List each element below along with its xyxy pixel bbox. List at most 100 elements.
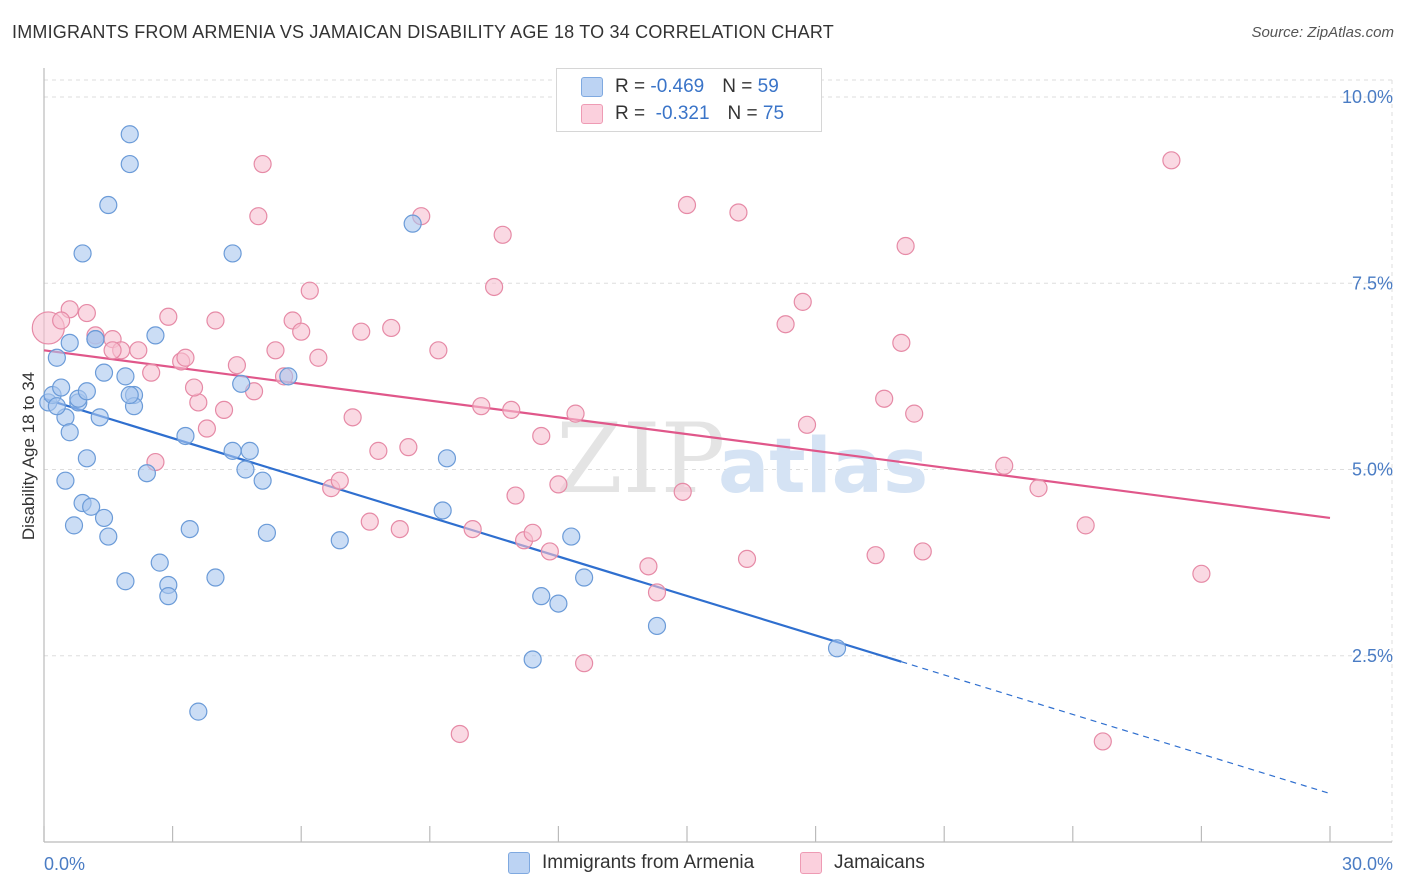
point-armenia [73, 244, 92, 263]
legend-item-jamaicans[interactable]: Jamaicans [800, 852, 925, 874]
watermark-atlas: atlas [718, 421, 928, 510]
point-armenia [60, 333, 79, 352]
point-armenia [64, 516, 84, 535]
point-armenia [180, 519, 199, 539]
r-label: R = [615, 76, 651, 97]
point-armenia [120, 385, 139, 405]
chart-title: IMMIGRANTS FROM ARMENIA VS JAMAICAN DISA… [12, 22, 834, 42]
point-armenia [137, 464, 156, 483]
point-jamaicans [184, 378, 204, 397]
point-jamaicans [142, 363, 161, 382]
point-jamaicans [197, 419, 216, 438]
point-armenia [146, 326, 165, 345]
point-armenia [562, 527, 581, 546]
n-label: N = [722, 76, 758, 97]
point-armenia [94, 363, 114, 382]
point-jamaicans [77, 303, 96, 323]
y-tick-label: 10.0% [1342, 87, 1393, 107]
point-jamaicans [249, 207, 268, 226]
n-value: 59 [757, 76, 779, 97]
point-armenia [532, 587, 551, 606]
point-jamaicans [1093, 732, 1112, 751]
point-jamaicans [647, 583, 667, 602]
point-jamaicans [737, 549, 757, 569]
point-jamaicans [1192, 564, 1211, 583]
point-jamaicans [1076, 516, 1095, 535]
point-jamaicans [866, 546, 885, 565]
point-armenia [330, 531, 349, 550]
jamaicans-legend-swatch [800, 852, 822, 874]
point-jamaicans [793, 292, 812, 311]
point-jamaicans [52, 311, 71, 330]
stats-legend: R = -0.469 N = 59 R = -0.321 N = 75 [556, 68, 822, 132]
point-armenia [549, 594, 568, 613]
point-jamaicans [472, 397, 491, 416]
point-armenia [433, 501, 452, 520]
point-jamaicans [776, 315, 795, 334]
point-armenia [120, 125, 139, 144]
point-jamaicans [797, 415, 817, 434]
point-armenia [575, 568, 594, 587]
legend-label: Immigrants from Armenia [542, 852, 755, 873]
point-jamaicans [463, 519, 482, 539]
point-jamaicans [485, 277, 504, 297]
r-label: R = [615, 103, 651, 124]
point-armenia [236, 460, 255, 479]
point-armenia [116, 367, 135, 386]
point-jamaicans [343, 408, 362, 427]
point-armenia [47, 397, 66, 416]
gridlines [44, 79, 1393, 842]
point-jamaicans [913, 542, 932, 561]
point-jamaicans [729, 203, 748, 222]
point-armenia [223, 441, 242, 460]
point-armenia [523, 650, 542, 669]
legend-item-armenia[interactable]: Immigrants from Armenia [508, 852, 754, 874]
point-armenia [47, 348, 66, 367]
point-jamaicans [995, 456, 1014, 475]
point-jamaicans [309, 348, 328, 367]
armenia-swatch [581, 77, 603, 97]
point-armenia [116, 572, 135, 591]
point-jamaicans [382, 318, 401, 338]
y-tick-label: 5.0% [1352, 460, 1393, 480]
y-axis-label: Disability Age 18 to 34 [19, 372, 38, 540]
point-armenia [257, 523, 277, 542]
point-armenia [159, 587, 178, 606]
point-jamaicans [532, 426, 551, 446]
point-jamaicans [566, 404, 585, 423]
point-armenia [437, 449, 457, 468]
point-armenia [279, 367, 298, 386]
r-value: -0.321 [650, 103, 710, 124]
point-armenia [120, 154, 139, 174]
source-label: Source: ZipAtlas.com [1251, 24, 1394, 41]
point-armenia [86, 330, 105, 349]
n-label: N = [727, 103, 763, 124]
point-armenia [99, 527, 118, 546]
legend-label: Jamaicans [834, 852, 925, 873]
legend-row-armenia: R = -0.469 N = 59 [581, 74, 779, 100]
point-jamaicans [292, 322, 311, 341]
point-jamaicans [523, 523, 542, 542]
point-armenia [150, 553, 169, 572]
point-jamaicans [896, 236, 915, 256]
trend-line-extension-0 [901, 661, 1331, 795]
point-jamaicans [1162, 151, 1181, 170]
point-jamaicans [502, 400, 521, 419]
point-armenia [52, 378, 71, 397]
point-jamaicans [330, 471, 349, 490]
point-jamaicans [450, 724, 469, 744]
x-tick-label-max: 30.0% [1342, 854, 1393, 874]
point-armenia [403, 214, 422, 233]
point-armenia [176, 426, 195, 446]
point-jamaicans [540, 542, 559, 561]
point-jamaicans [369, 441, 388, 460]
series-legend: Immigrants from Armenia Jamaicans [0, 852, 1406, 878]
point-armenia [827, 639, 847, 658]
point-armenia [94, 508, 114, 528]
point-armenia [189, 702, 208, 721]
point-armenia [99, 195, 118, 215]
trend-line-1 [43, 349, 1331, 520]
point-jamaicans [639, 557, 658, 576]
point-jamaicans [673, 482, 692, 501]
